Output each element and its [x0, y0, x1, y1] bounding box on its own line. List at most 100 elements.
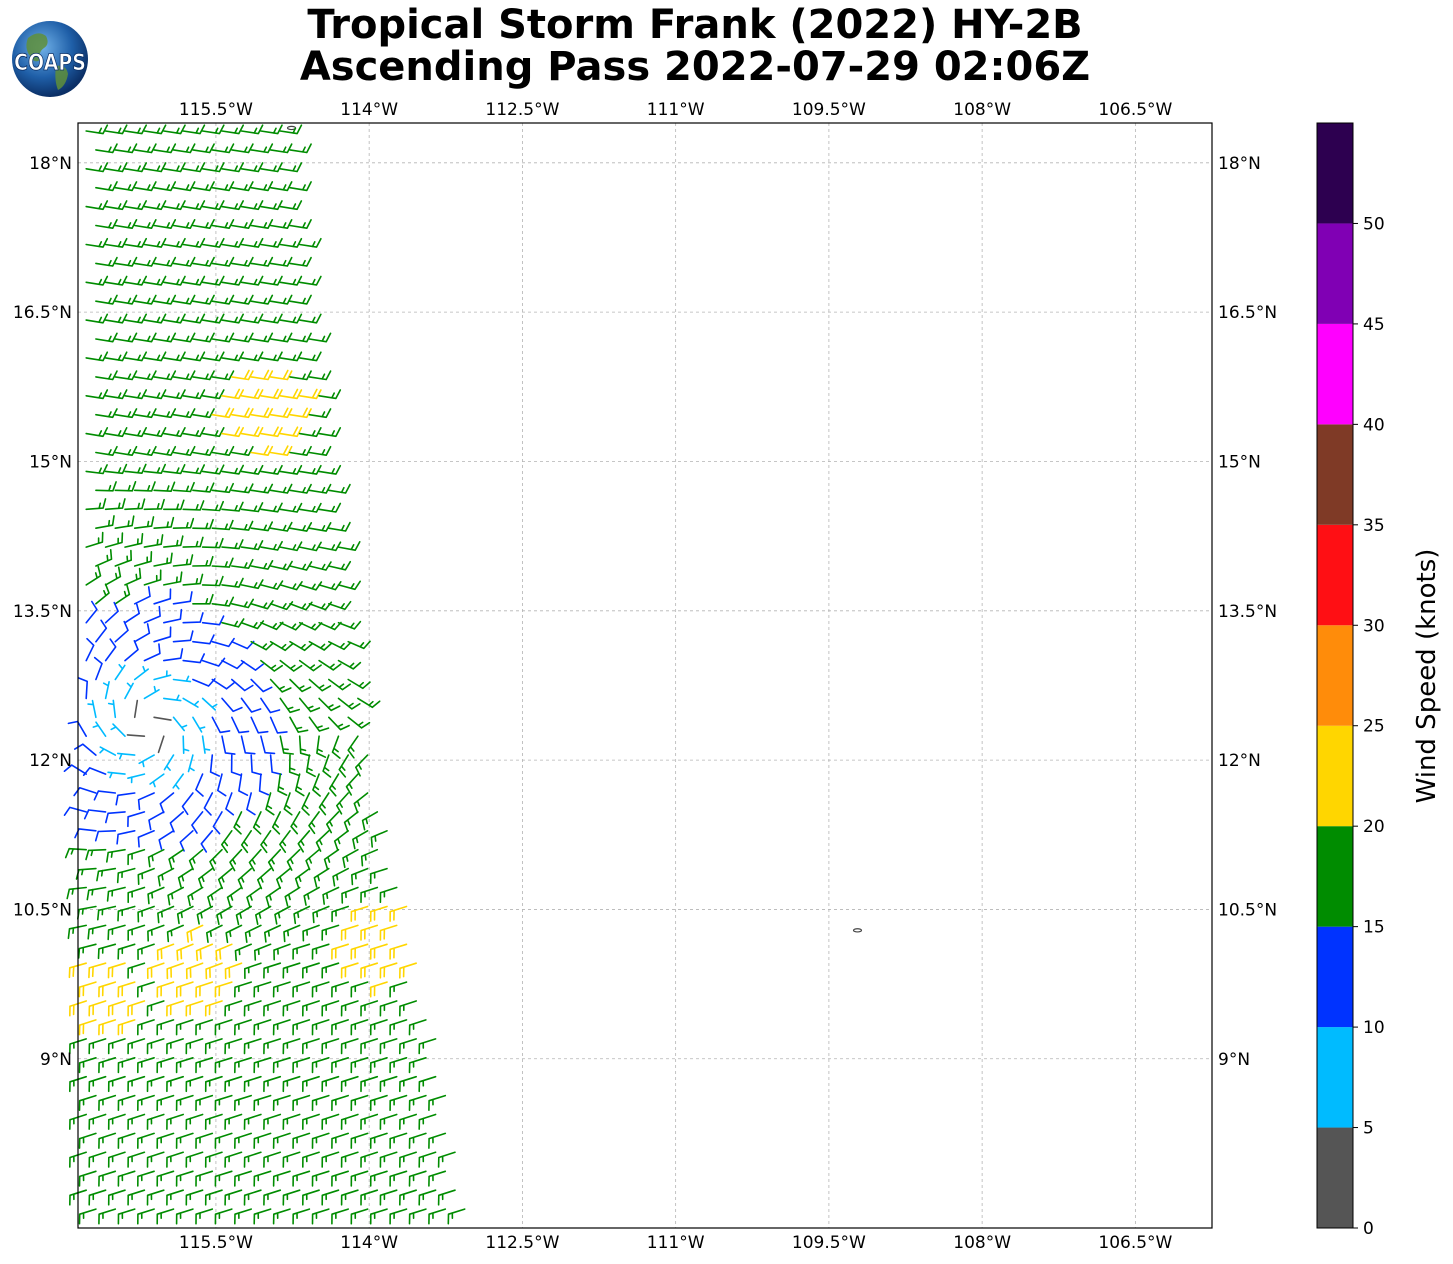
wind-barb: [225, 924, 243, 944]
wind-barb: [321, 1189, 340, 1206]
wind-barb: [308, 445, 332, 456]
wind-barb: [192, 181, 215, 192]
wind-barb: [147, 886, 165, 905]
wind-barb: [133, 181, 157, 192]
wind-barb: [156, 943, 175, 961]
wind-barb: [85, 313, 109, 324]
wind-barb: [172, 408, 196, 419]
wind-barb: [192, 445, 215, 456]
wind-barb: [195, 1132, 214, 1149]
wind-barb: [156, 1132, 175, 1149]
wind-barb: [302, 1189, 320, 1206]
wind-barb: [172, 675, 192, 683]
wind-barb: [303, 886, 320, 906]
wind-barb: [163, 389, 186, 400]
wind-barb: [172, 773, 184, 790]
wind-barb: [137, 1208, 155, 1225]
colorbar-tick-label: 50: [1363, 214, 1385, 234]
wind-barb: [318, 389, 342, 400]
lon-tick-label-top: 114°W: [340, 100, 398, 120]
wind-barb: [163, 648, 184, 662]
wind-barb: [361, 811, 379, 831]
wind-barb: [153, 481, 176, 492]
wind-barb: [298, 237, 322, 248]
wind-barb: [104, 601, 119, 624]
wind-barb: [175, 1132, 194, 1149]
lat-tick-label-left: 16.5°N: [13, 303, 72, 323]
colorbar-segment: [1317, 123, 1353, 224]
wind-barb: [269, 369, 293, 381]
wind-barb: [172, 219, 196, 229]
wind-barb: [221, 162, 244, 173]
wind-barb: [85, 464, 108, 475]
wind-barb: [185, 1000, 204, 1017]
wind-barb: [124, 427, 147, 438]
colorbar-tick-label: 0: [1363, 1219, 1374, 1239]
wind-barb: [279, 464, 303, 475]
wind-barb: [211, 482, 234, 494]
wind-barb: [360, 924, 379, 941]
wind-barb: [117, 752, 136, 760]
wind-barb: [175, 1208, 194, 1225]
wind-barb: [163, 200, 186, 211]
wind-barb: [78, 1208, 97, 1225]
wind-barb: [321, 1000, 340, 1017]
title-line-2: Ascending Pass 2022-07-29 02:06Z: [299, 44, 1091, 90]
wind-barb: [192, 555, 214, 567]
wind-barb: [82, 767, 107, 776]
wind-barb: [255, 905, 272, 925]
wind-barb: [94, 830, 117, 842]
wind-barb: [260, 388, 283, 400]
wind-barb: [289, 522, 313, 532]
wind-barb: [273, 943, 291, 961]
wind-barb: [331, 943, 349, 960]
wind-barb: [250, 754, 263, 776]
wind-barb: [399, 1151, 417, 1168]
wind-barb: [311, 943, 330, 960]
wind-barb: [117, 1057, 136, 1074]
wind-barb: [153, 219, 177, 229]
wind-barb: [399, 1075, 417, 1093]
wind-barb: [211, 445, 235, 456]
wind-barb: [298, 659, 322, 672]
wind-barb: [260, 540, 283, 551]
wind-barb: [369, 981, 388, 998]
lat-tick-label-right: 18°N: [1218, 154, 1261, 174]
wind-barb: [192, 716, 206, 733]
wind-barb: [250, 407, 274, 419]
wind-barb: [117, 943, 136, 960]
wind-barb: [201, 657, 226, 667]
wind-barb: [185, 1151, 204, 1168]
wind-barb: [250, 143, 274, 154]
wind-barb: [201, 313, 225, 324]
wind-barb: [260, 621, 284, 631]
wind-barb: [250, 219, 274, 229]
wind-barb: [172, 591, 193, 605]
wind-barb: [133, 481, 156, 492]
wind-barb: [104, 498, 126, 511]
wind-barb: [308, 811, 320, 835]
wind-barb: [114, 143, 138, 154]
wind-barb: [269, 332, 293, 343]
wind-barb: [331, 1170, 349, 1187]
wind-barb: [172, 370, 196, 381]
wind-barb: [104, 463, 128, 475]
wind-barb: [163, 694, 182, 702]
lon-tick-label-top: 115.5°W: [179, 100, 253, 120]
wind-barb: [283, 924, 301, 943]
wind-barb: [176, 981, 194, 998]
wind-barb: [166, 1189, 184, 1206]
wind-barb: [195, 943, 214, 962]
wind-barb: [351, 867, 369, 886]
wind-barb: [302, 924, 320, 942]
wind-barb: [127, 886, 146, 904]
wind-barb: [260, 659, 283, 672]
wind-barb: [279, 735, 294, 755]
wind-barb: [88, 962, 107, 979]
wind-barb: [289, 407, 312, 419]
wind-barb: [269, 521, 293, 532]
wind-barb: [389, 1170, 408, 1187]
wind-barb: [231, 445, 254, 456]
wind-barb: [250, 294, 274, 305]
wind-barb: [221, 577, 244, 588]
